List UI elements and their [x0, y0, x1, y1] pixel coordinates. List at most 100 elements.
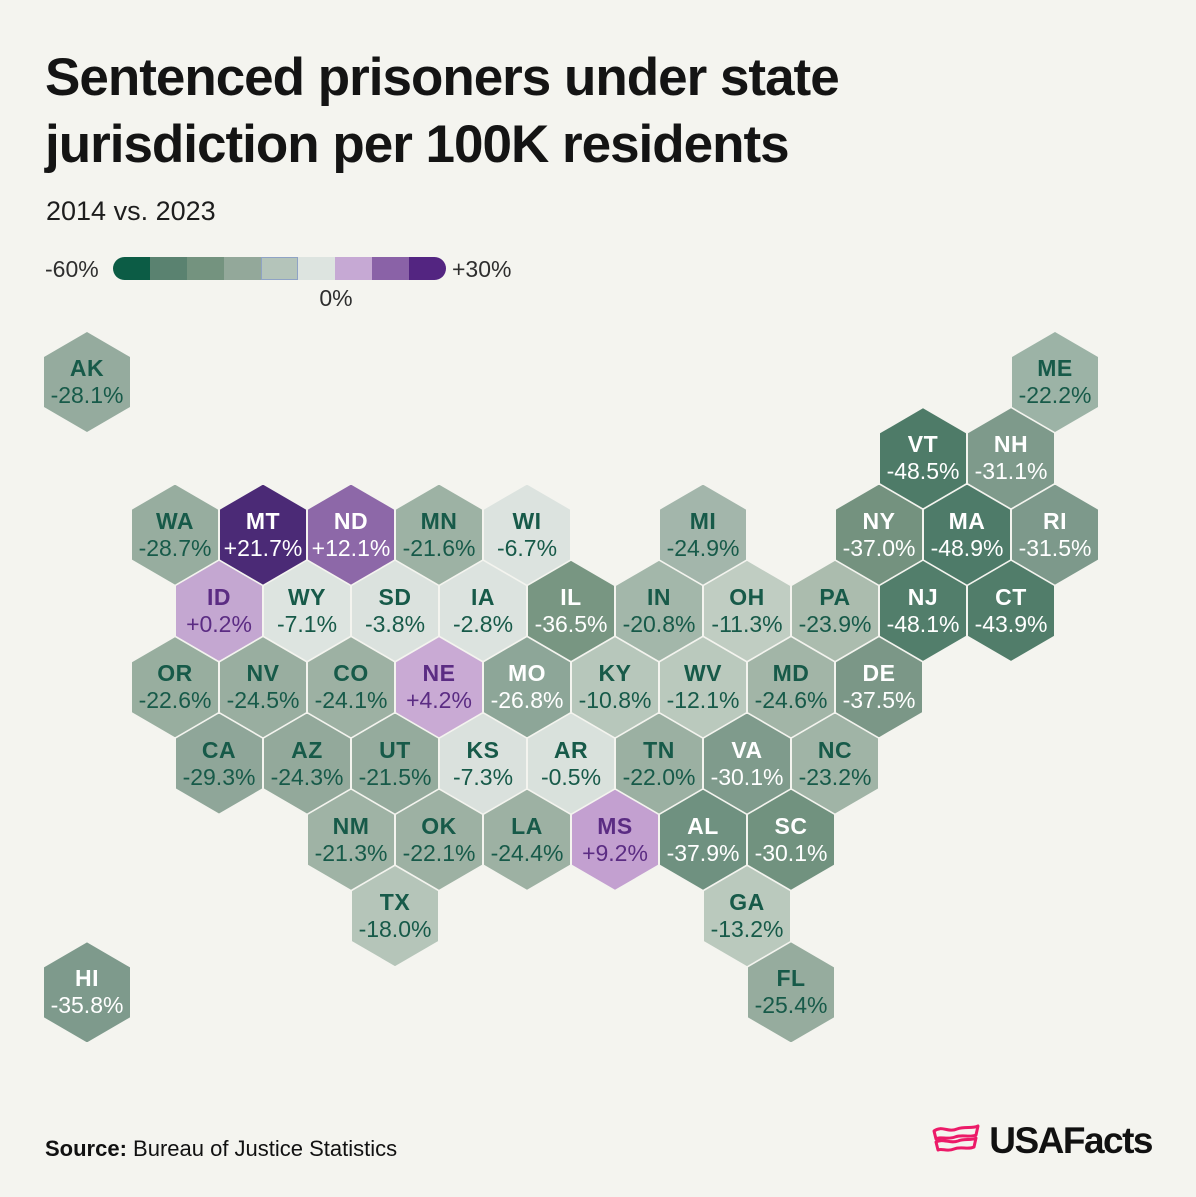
- state-abbr: NC: [817, 736, 853, 763]
- state-hex-sc[interactable]: SC -30.1%: [748, 789, 834, 890]
- state-value: -26.8%: [490, 687, 564, 714]
- state-value: -11.3%: [711, 610, 783, 637]
- state-hex-nj[interactable]: NJ -48.1%: [880, 560, 966, 661]
- state-hex-ri[interactable]: RI -31.5%: [1012, 484, 1098, 585]
- usafacts-logo: USAFacts: [930, 1120, 1153, 1162]
- state-hex-ga[interactable]: GA -13.2%: [704, 866, 790, 967]
- state-abbr: LA: [511, 812, 543, 839]
- state-hex-ms[interactable]: MS +9.2%: [572, 789, 658, 890]
- state-hex-ct[interactable]: CT -43.9%: [968, 560, 1054, 661]
- state-hex-oh[interactable]: OH -11.3%: [704, 560, 790, 661]
- state-hex-ca[interactable]: CA -29.3%: [176, 713, 262, 814]
- state-abbr: NY: [862, 507, 896, 534]
- state-hex-ks[interactable]: KS -7.3%: [440, 713, 526, 814]
- source-label: Source:: [45, 1136, 127, 1161]
- state-hex-ak[interactable]: AK -28.1%: [44, 332, 130, 432]
- state-abbr: IA: [471, 583, 495, 610]
- state-value: -30.1%: [710, 763, 784, 790]
- state-hex-il[interactable]: IL -36.5%: [528, 560, 614, 661]
- title-line-1: Sentenced prisoners under state: [45, 48, 840, 107]
- legend-swatch: [372, 257, 409, 280]
- state-abbr: CT: [995, 583, 1027, 610]
- state-abbr: MI: [689, 507, 717, 534]
- state-hex-me[interactable]: ME -22.2%: [1012, 332, 1098, 432]
- state-value: +21.7%: [223, 534, 303, 561]
- state-hex-la[interactable]: LA -24.4%: [484, 789, 570, 890]
- state-value: -28.7%: [138, 534, 212, 561]
- state-value: -36.5%: [534, 610, 608, 637]
- state-value: -24.3%: [270, 763, 344, 790]
- state-hex-al[interactable]: AL -37.9%: [660, 789, 746, 890]
- state-value: -20.8%: [622, 610, 696, 637]
- state-abbr: CO: [333, 660, 369, 687]
- state-hex-nm[interactable]: NM -21.3%: [308, 789, 394, 890]
- state-abbr: OH: [729, 583, 765, 610]
- state-value: +0.2%: [186, 610, 252, 637]
- state-hex-nv[interactable]: NV -24.5%: [220, 637, 306, 738]
- state-hex-az[interactable]: AZ -24.3%: [264, 713, 350, 814]
- usafacts-wordmark: USAFacts: [989, 1120, 1153, 1161]
- state-abbr: WI: [512, 507, 542, 534]
- state-value: -7.1%: [276, 610, 338, 637]
- state-hex-ar[interactable]: AR -0.5%: [528, 713, 614, 814]
- state-hex-ne[interactable]: NE +4.2%: [396, 637, 482, 738]
- state-abbr: MO: [507, 660, 547, 687]
- state-value: -37.5%: [842, 687, 916, 714]
- state-hex-pa[interactable]: PA -23.9%: [792, 560, 878, 661]
- legend-bar: [113, 257, 446, 280]
- state-hex-md[interactable]: MD -24.6%: [748, 637, 834, 738]
- state-value: -24.1%: [314, 687, 388, 714]
- legend-swatch: [150, 257, 187, 280]
- state-abbr: MS: [597, 812, 633, 839]
- state-hex-nc[interactable]: NC -23.2%: [792, 713, 878, 814]
- state-hex-hi[interactable]: HI -35.8%: [44, 942, 130, 1043]
- state-abbr: VA: [731, 736, 763, 763]
- state-value: -48.5%: [886, 458, 960, 485]
- state-value: +4.2%: [406, 687, 472, 714]
- state-abbr: MN: [420, 507, 458, 534]
- state-hex-id[interactable]: ID +0.2%: [176, 560, 262, 661]
- state-value: -22.0%: [622, 763, 696, 790]
- state-hex-mo[interactable]: MO -26.8%: [484, 637, 570, 738]
- state-hex-sd[interactable]: SD -3.8%: [352, 560, 438, 661]
- state-hex-ky[interactable]: KY -10.8%: [572, 637, 658, 738]
- state-value: -24.5%: [226, 687, 300, 714]
- legend-swatch: [187, 257, 224, 280]
- state-value: -10.8%: [578, 687, 652, 714]
- state-value: -24.4%: [490, 839, 564, 866]
- state-value: -22.2%: [1018, 382, 1092, 408]
- state-value: -22.6%: [138, 687, 212, 714]
- state-value: -37.9%: [666, 839, 740, 866]
- state-hex-or[interactable]: OR -22.6%: [132, 637, 218, 738]
- legend-swatch: [335, 257, 372, 280]
- state-hex-va[interactable]: VA -30.1%: [704, 713, 790, 814]
- state-value: -28.1%: [50, 382, 124, 408]
- state-hex-in[interactable]: IN -20.8%: [616, 560, 702, 661]
- state-hex-tx[interactable]: TX -18.0%: [352, 866, 438, 967]
- state-hex-de[interactable]: DE -37.5%: [836, 637, 922, 738]
- state-hex-wv[interactable]: WV -12.1%: [660, 637, 746, 738]
- state-value: +9.2%: [582, 839, 648, 866]
- state-hex-ut[interactable]: UT -21.5%: [352, 713, 438, 814]
- page-title: Sentenced prisoners under state jurisdic…: [45, 44, 840, 178]
- state-hex-co[interactable]: CO -24.1%: [308, 637, 394, 738]
- state-abbr: FL: [776, 965, 806, 992]
- state-hex-ia[interactable]: IA -2.8%: [440, 560, 526, 661]
- state-value: -24.6%: [754, 687, 828, 714]
- state-value: -30.1%: [754, 839, 828, 866]
- state-abbr: ME: [1037, 355, 1073, 381]
- state-value: -18.0%: [358, 916, 432, 943]
- state-value: -43.9%: [974, 610, 1048, 637]
- state-hex-ok[interactable]: OK -22.1%: [396, 789, 482, 890]
- state-value: -35.8%: [50, 992, 124, 1019]
- state-value: -23.2%: [798, 763, 872, 790]
- state-value: -6.7%: [496, 534, 558, 561]
- state-hex-wy[interactable]: WY -7.1%: [264, 560, 350, 661]
- source-line: Source: Bureau of Justice Statistics: [45, 1136, 397, 1162]
- subtitle: 2014 vs. 2023: [46, 196, 216, 226]
- state-value: -48.1%: [886, 610, 960, 637]
- state-abbr: NV: [246, 660, 280, 687]
- state-hex-tn[interactable]: TN -22.0%: [616, 713, 702, 814]
- source-text: Bureau of Justice Statistics: [126, 1136, 398, 1161]
